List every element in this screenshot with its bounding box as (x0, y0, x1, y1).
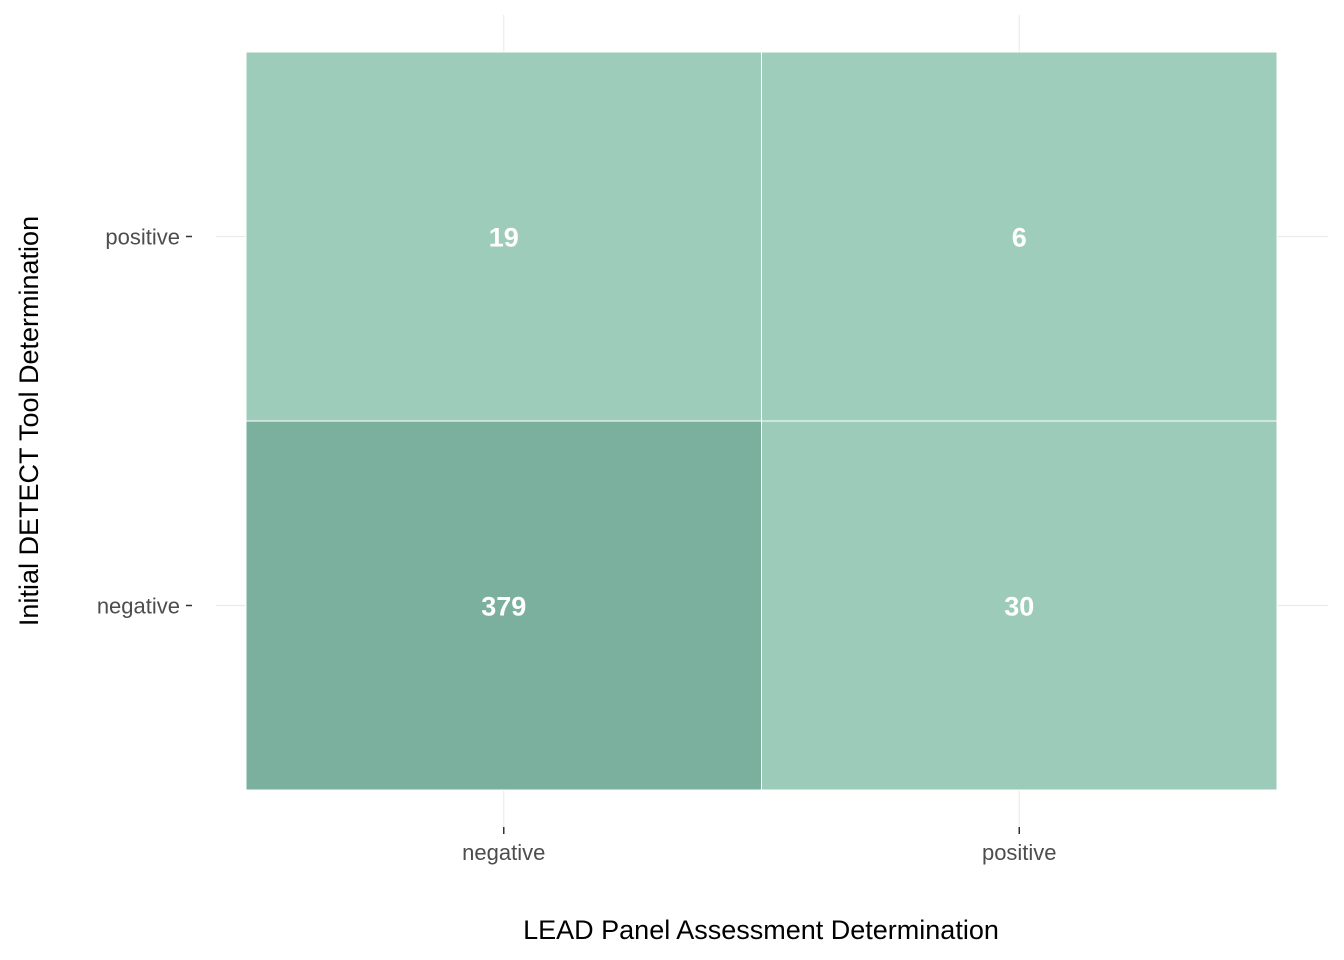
x-axis-title: LEAD Panel Assessment Determination (523, 915, 999, 945)
y-axis-title: Initial DETECT Tool Determination (14, 216, 44, 626)
axes: negative positive negative positive (97, 225, 1057, 866)
cell-value-positive-positive: 6 (1012, 223, 1027, 253)
heatmap-cell-positive-negative (761, 420, 1278, 791)
heatmap-cell-negative-negative (245, 420, 762, 791)
x-tick-label-negative: negative (462, 840, 545, 865)
cell-value-negative-negative: 379 (481, 592, 526, 622)
y-tick-label-negative: negative (97, 594, 180, 619)
heatmap-cell-negative-positive (245, 51, 762, 422)
cell-labels: 19 6 379 30 (481, 223, 1034, 622)
y-tick-label-positive: positive (105, 225, 180, 250)
x-tick-label-positive: positive (982, 840, 1057, 865)
cell-value-negative-positive: 19 (489, 223, 519, 253)
cell-value-positive-negative: 30 (1004, 592, 1034, 622)
heatmap-tiles (245, 51, 1278, 791)
